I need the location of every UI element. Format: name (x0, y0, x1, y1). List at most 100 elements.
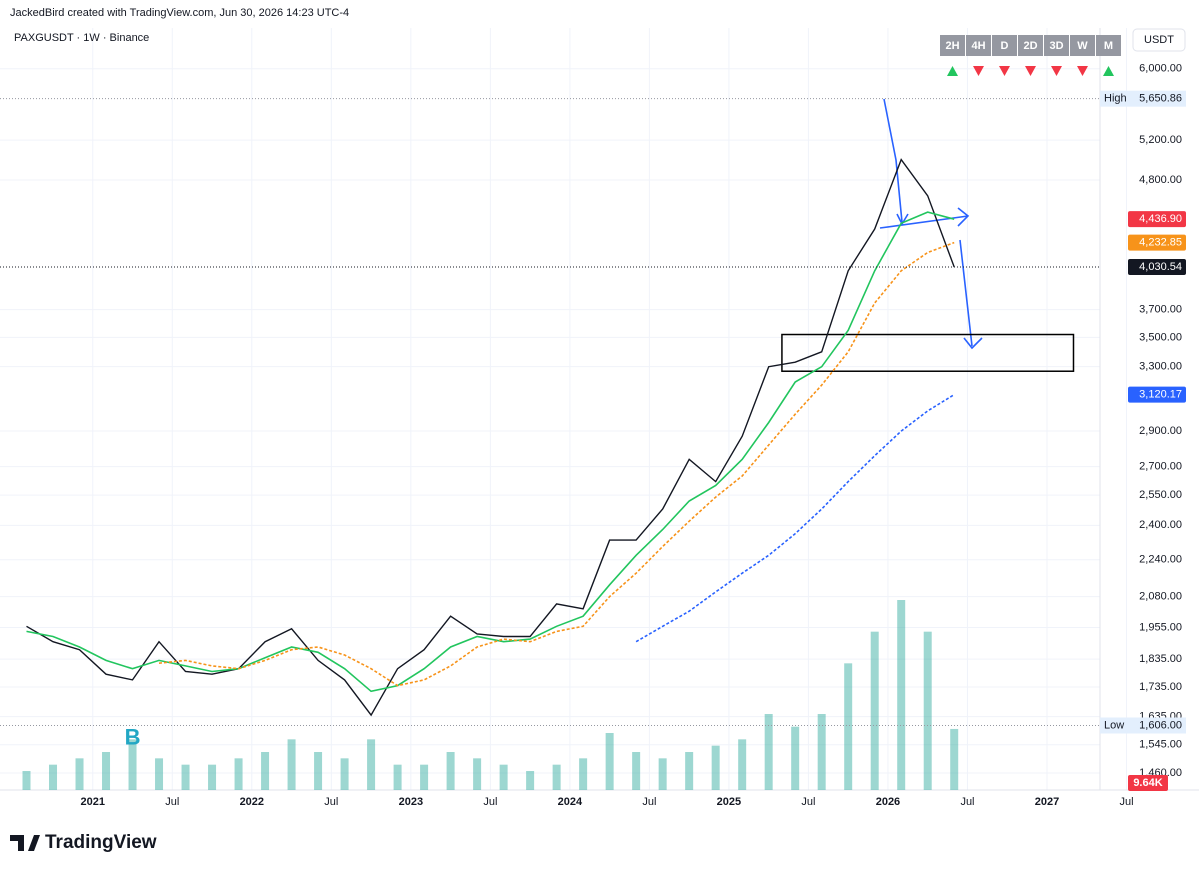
interval-label: M (1104, 40, 1113, 52)
logo-text: TradingView (45, 832, 157, 853)
x-tick-label: 2021 (81, 796, 105, 808)
marker-name: Low (1104, 719, 1124, 731)
interval-button[interactable] (966, 35, 991, 56)
volume-bar (791, 726, 800, 790)
y-tick-label: 5,200.00 (1139, 134, 1182, 146)
y-tick-label: 4,800.00 (1139, 174, 1182, 186)
volume-bar (605, 733, 614, 790)
x-tick-label: Jul (960, 796, 974, 808)
volume-bar (261, 752, 270, 790)
interval-button[interactable] (1018, 35, 1043, 56)
price-label: 4,232.85 (1139, 237, 1182, 249)
price-label: 4,436.90 (1139, 213, 1182, 225)
x-tick-label: Jul (642, 796, 656, 808)
interval-button[interactable] (1096, 35, 1121, 56)
volume-bar (473, 758, 482, 790)
y-tick-label: 3,300.00 (1139, 361, 1182, 373)
moving-average (26, 211, 955, 693)
volume-label-box (1128, 775, 1168, 791)
y-tick-label: 1,835.00 (1139, 653, 1182, 665)
volume-bar (844, 663, 853, 790)
interval-button[interactable] (992, 35, 1017, 56)
y-tick-label: 1,545.00 (1139, 739, 1182, 751)
arrow (959, 239, 983, 350)
x-tick-label: 2026 (876, 796, 900, 808)
x-tick-label: Jul (165, 796, 179, 808)
volume-bar (340, 758, 349, 790)
volume-bar (817, 714, 826, 790)
volume-bar (499, 764, 508, 790)
arrows (879, 98, 983, 350)
header: JackedBird created with TradingView.com,… (10, 7, 349, 19)
volume-bar (685, 752, 694, 790)
volume-bar (102, 752, 111, 790)
y-tick-label: 2,700.00 (1139, 461, 1182, 473)
marker-value: 1,606.00 (1139, 719, 1182, 731)
interval-button[interactable] (1044, 35, 1069, 56)
interval-arrow (947, 66, 958, 76)
volume-bar (22, 771, 31, 790)
price-line (26, 158, 955, 717)
y-tick-label: 1,735.00 (1139, 681, 1182, 693)
interval-label: 2D (1023, 40, 1037, 52)
interval-arrow (1077, 66, 1088, 76)
interval-button[interactable] (940, 35, 965, 56)
annotation: B (125, 724, 141, 749)
volume-bar (552, 764, 561, 790)
volume-bar (155, 758, 164, 790)
currency-button[interactable] (1132, 28, 1186, 52)
x-tick-label: 2023 (399, 796, 423, 808)
volume-bar (446, 752, 455, 790)
interval-arrow (973, 66, 984, 76)
volume-bar (367, 739, 376, 790)
moving-average (158, 241, 955, 687)
marker-name: High (1104, 93, 1127, 105)
y-tick-label: 2,240.00 (1139, 554, 1182, 566)
interval-arrow (1051, 66, 1062, 76)
x-tick-label: Jul (483, 796, 497, 808)
volume-bar (632, 752, 641, 790)
interval-arrow (1103, 66, 1114, 76)
price-label-box (1128, 211, 1186, 228)
volume-bar (49, 764, 58, 790)
volume-bar (738, 739, 747, 790)
volume-bar (234, 758, 243, 790)
volume-bar (526, 771, 535, 790)
price-label-box (1128, 259, 1186, 276)
moving-average (635, 393, 955, 643)
symbol: PAXGUSDT · 1W · Binance (14, 32, 149, 44)
price-label-box (1128, 234, 1186, 251)
price-label: 3,120.17 (1139, 388, 1182, 400)
interval-button[interactable] (1070, 35, 1095, 56)
y-tick-label: 2,400.00 (1139, 519, 1182, 531)
arrow (883, 98, 909, 226)
marker-value: 5,650.86 (1139, 93, 1182, 105)
marker-box (1100, 717, 1186, 734)
x-tick-label: 2022 (240, 796, 264, 808)
logo: TradingView (10, 832, 157, 853)
volume-bar (658, 758, 667, 790)
interval-label: 2H (945, 40, 959, 52)
volume-bar (393, 764, 402, 790)
x-tick-label: 2025 (717, 796, 741, 808)
volume-bar (287, 739, 296, 790)
volume-label: 9.64K (1133, 777, 1162, 789)
volume-bar (711, 745, 720, 790)
volume-bar (208, 764, 217, 790)
volume-bar (128, 739, 137, 790)
volume-bar (870, 631, 879, 790)
y-tick-label: 1,955.00 (1139, 621, 1182, 633)
interval-label: 3D (1049, 40, 1063, 52)
y-tick-label: 6,000.00 (1139, 63, 1182, 75)
marker-box (1100, 90, 1186, 107)
volume-bar (923, 631, 932, 790)
logo-mark (10, 835, 40, 851)
interval-label: W (1077, 40, 1088, 52)
volume-bar (579, 758, 588, 790)
price-label-box (1128, 386, 1186, 403)
interval-arrow (1025, 66, 1036, 76)
interval-arrow (999, 66, 1010, 76)
y-tick-label: 2,550.00 (1139, 489, 1182, 501)
arrow (879, 207, 970, 229)
